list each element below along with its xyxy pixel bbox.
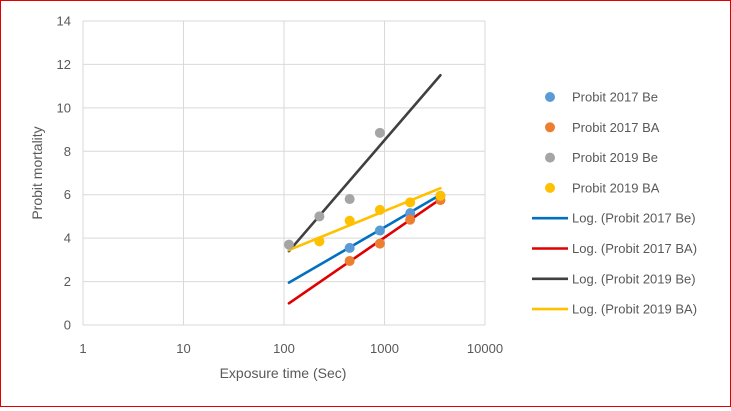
data-point	[435, 190, 446, 201]
data-point	[374, 225, 385, 236]
data-point	[344, 242, 355, 253]
legend-marker	[545, 182, 555, 193]
data-point	[344, 215, 355, 226]
legend-label: Probit 2017 BA	[572, 120, 660, 135]
data-point	[405, 197, 416, 208]
x-axis-label: Exposure time (Sec)	[220, 365, 347, 381]
trendline	[287, 193, 442, 284]
y-tick-label: 14	[57, 14, 71, 29]
data-point	[344, 194, 355, 205]
x-tick-label: 10000	[467, 341, 503, 356]
legend-marker	[545, 122, 555, 133]
data-point	[314, 236, 325, 247]
trendline	[287, 186, 442, 252]
legend-label: Probit 2019 Be	[572, 150, 658, 165]
legend-label: Log. (Probit 2017 BA)	[572, 241, 697, 256]
y-tick-label: 4	[64, 231, 71, 246]
y-axis-label: Probit mortality	[29, 126, 45, 219]
legend-label: Probit 2017 Be	[572, 90, 658, 105]
data-point	[405, 214, 416, 225]
y-tick-label: 2	[64, 274, 71, 289]
y-tick-label: 10	[57, 100, 71, 115]
chart-tick-labels: 0 2 4 6 8 10 12 14 1 10 100 1000 10000	[57, 14, 504, 357]
y-tick-label: 6	[64, 187, 71, 202]
x-tick-label: 100	[273, 341, 295, 356]
y-tick-label: 12	[57, 57, 71, 72]
x-tick-label: 1000	[370, 341, 399, 356]
data-point	[374, 127, 385, 138]
chart-points	[283, 127, 446, 266]
legend-marker	[545, 152, 555, 163]
y-tick-label: 0	[64, 318, 71, 333]
trendline	[287, 73, 442, 253]
data-point	[344, 255, 355, 266]
x-tick-label: 1	[79, 341, 86, 356]
x-tick-label: 10	[176, 341, 190, 356]
chart-grid	[82, 20, 486, 326]
legend-marker	[545, 92, 555, 102]
data-point	[283, 239, 294, 250]
data-point	[374, 238, 385, 249]
trendline	[287, 197, 442, 305]
legend-label: Log. (Probit 2019 Be)	[572, 271, 696, 286]
data-point	[374, 204, 385, 215]
data-point	[314, 211, 325, 222]
chart-trendlines	[287, 73, 442, 305]
legend-label: Probit 2019 BA	[572, 180, 660, 195]
chart-legend: Probit 2017 Be Probit 2017 BA Probit 2019 …	[532, 90, 697, 317]
y-tick-label: 8	[64, 144, 71, 159]
legend-label: Log. (Probit 2019 BA)	[572, 302, 697, 317]
legend-label: Log. (Probit 2017 Be)	[572, 211, 696, 226]
